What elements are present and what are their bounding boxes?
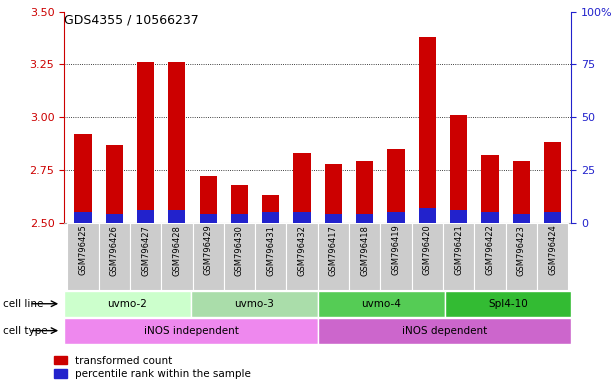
Bar — [168, 62, 186, 223]
Bar — [293, 212, 310, 223]
Text: cell type: cell type — [3, 326, 48, 336]
Bar — [98, 223, 130, 290]
Bar — [75, 134, 92, 223]
Text: GSM796427: GSM796427 — [141, 225, 150, 276]
Bar — [325, 214, 342, 223]
Bar — [481, 155, 499, 223]
Bar — [224, 223, 255, 290]
Bar — [349, 223, 380, 290]
Bar — [387, 149, 404, 223]
Bar — [318, 223, 349, 290]
Text: iNOS dependent: iNOS dependent — [402, 326, 487, 336]
Bar — [191, 291, 318, 317]
Text: GSM796432: GSM796432 — [298, 225, 307, 276]
Bar — [192, 223, 224, 290]
Text: GSM796430: GSM796430 — [235, 225, 244, 276]
Bar — [356, 214, 373, 223]
Text: GSM796428: GSM796428 — [172, 225, 181, 276]
Bar — [200, 214, 217, 223]
Bar — [262, 212, 279, 223]
Bar — [231, 185, 248, 223]
Text: Spl4-10: Spl4-10 — [488, 299, 528, 309]
Text: GSM796431: GSM796431 — [266, 225, 276, 276]
Text: GSM796422: GSM796422 — [485, 225, 494, 275]
Bar — [231, 214, 248, 223]
Text: cell line: cell line — [3, 299, 43, 309]
Bar — [445, 291, 571, 317]
Bar — [137, 62, 154, 223]
Text: GSM796419: GSM796419 — [392, 225, 400, 275]
Legend: transformed count, percentile rank within the sample: transformed count, percentile rank withi… — [54, 356, 251, 379]
Bar — [287, 223, 318, 290]
Bar — [293, 153, 310, 223]
Text: uvmo-2: uvmo-2 — [108, 299, 147, 309]
Bar — [200, 176, 217, 223]
Text: GSM796424: GSM796424 — [548, 225, 557, 275]
Bar — [325, 164, 342, 223]
Bar — [544, 142, 561, 223]
Bar — [412, 223, 443, 290]
Text: GDS4355 / 10566237: GDS4355 / 10566237 — [64, 13, 199, 26]
Bar — [419, 208, 436, 223]
Bar — [161, 223, 192, 290]
Bar — [262, 195, 279, 223]
Text: GSM796421: GSM796421 — [454, 225, 463, 275]
Bar — [443, 223, 474, 290]
Bar — [537, 223, 568, 290]
Bar — [64, 318, 318, 344]
Bar — [67, 223, 98, 290]
Bar — [137, 210, 154, 223]
Bar — [474, 223, 505, 290]
Bar — [75, 212, 92, 223]
Bar — [255, 223, 287, 290]
Bar — [168, 210, 186, 223]
Text: GSM796417: GSM796417 — [329, 225, 338, 276]
Text: uvmo-4: uvmo-4 — [361, 299, 401, 309]
Bar — [380, 223, 412, 290]
Bar — [513, 162, 530, 223]
Bar — [130, 223, 161, 290]
Text: iNOS independent: iNOS independent — [144, 326, 238, 336]
Text: GSM796420: GSM796420 — [423, 225, 432, 275]
Bar — [481, 212, 499, 223]
Bar — [419, 37, 436, 223]
Bar — [450, 115, 467, 223]
Text: GSM796425: GSM796425 — [78, 225, 87, 275]
Text: GSM796423: GSM796423 — [517, 225, 525, 276]
Bar — [106, 145, 123, 223]
Bar — [387, 212, 404, 223]
Bar — [450, 210, 467, 223]
Bar — [505, 223, 537, 290]
Bar — [318, 318, 571, 344]
Text: GSM796418: GSM796418 — [360, 225, 369, 276]
Bar — [64, 291, 191, 317]
Bar — [318, 291, 445, 317]
Bar — [513, 214, 530, 223]
Text: uvmo-3: uvmo-3 — [235, 299, 274, 309]
Bar — [544, 212, 561, 223]
Text: GSM796429: GSM796429 — [203, 225, 213, 275]
Bar — [106, 214, 123, 223]
Bar — [356, 162, 373, 223]
Text: GSM796426: GSM796426 — [110, 225, 119, 276]
